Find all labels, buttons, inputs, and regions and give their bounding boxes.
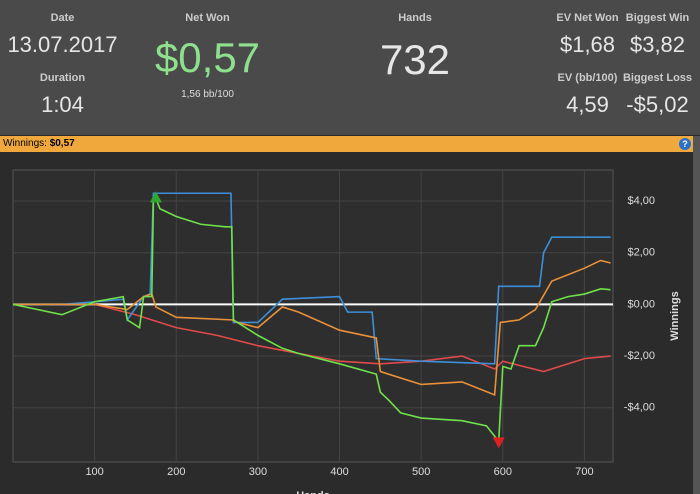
series-line: [12, 196, 611, 444]
series-line: [13, 303, 611, 373]
bar-label: Winnings:: [3, 138, 47, 149]
label: EV (bb/100): [557, 72, 618, 84]
label: EV Net Won: [556, 12, 619, 24]
label: Biggest Win: [625, 12, 690, 24]
label: Date: [50, 12, 75, 24]
x-tick-label: 400: [330, 466, 348, 478]
value: 1:04: [41, 92, 84, 117]
x-tick-label: 700: [575, 466, 593, 478]
x-axis-label: Hands: [296, 490, 330, 494]
label: Hands: [398, 12, 432, 24]
y-tick-label: $2,00: [627, 247, 655, 259]
hands: 732: [379, 36, 451, 83]
label: Duration: [39, 72, 86, 84]
value: 1,56 bb/100: [181, 89, 234, 100]
y-tick-label: $4,00: [627, 195, 655, 207]
value: 13.07.2017: [7, 32, 118, 57]
y-tick-label: -$4,00: [624, 402, 655, 414]
label: Biggest Loss: [622, 72, 693, 84]
marker: [492, 437, 505, 449]
marker: [149, 191, 162, 203]
chart: 100 200 300 400 500 600 700 $4,00 $2,00 $0,00 -$2,…: [12, 169, 681, 494]
scrollbar: [693, 136, 700, 494]
bar-value: $0,57: [49, 138, 75, 149]
y-axis-label: Winnings: [669, 291, 681, 340]
value: $1,68: [559, 32, 616, 57]
plot-area: [12, 169, 614, 463]
y-tick-label: -$2,00: [624, 350, 655, 362]
label: Net Won: [185, 12, 230, 24]
x-tick-label: 500: [412, 466, 430, 478]
net-won: $0,57: [154, 34, 261, 81]
summary-panel: Date 13.07.2017 Duration 1:04 Net Won $0…: [0, 0, 700, 135]
x-tick-label: 200: [167, 466, 185, 478]
y-tick-label: $0,00: [627, 298, 655, 310]
x-tick-label: 100: [85, 466, 103, 478]
title-bar: Winnings: $0,57 ?: [0, 136, 693, 152]
help-icon[interactable]: ?: [679, 138, 691, 150]
value: -$5,02: [626, 92, 689, 117]
value: 4,59: [566, 92, 609, 117]
x-tick-label: 600: [494, 466, 512, 478]
value: $3,82: [629, 32, 686, 57]
x-tick-label: 300: [249, 466, 267, 478]
